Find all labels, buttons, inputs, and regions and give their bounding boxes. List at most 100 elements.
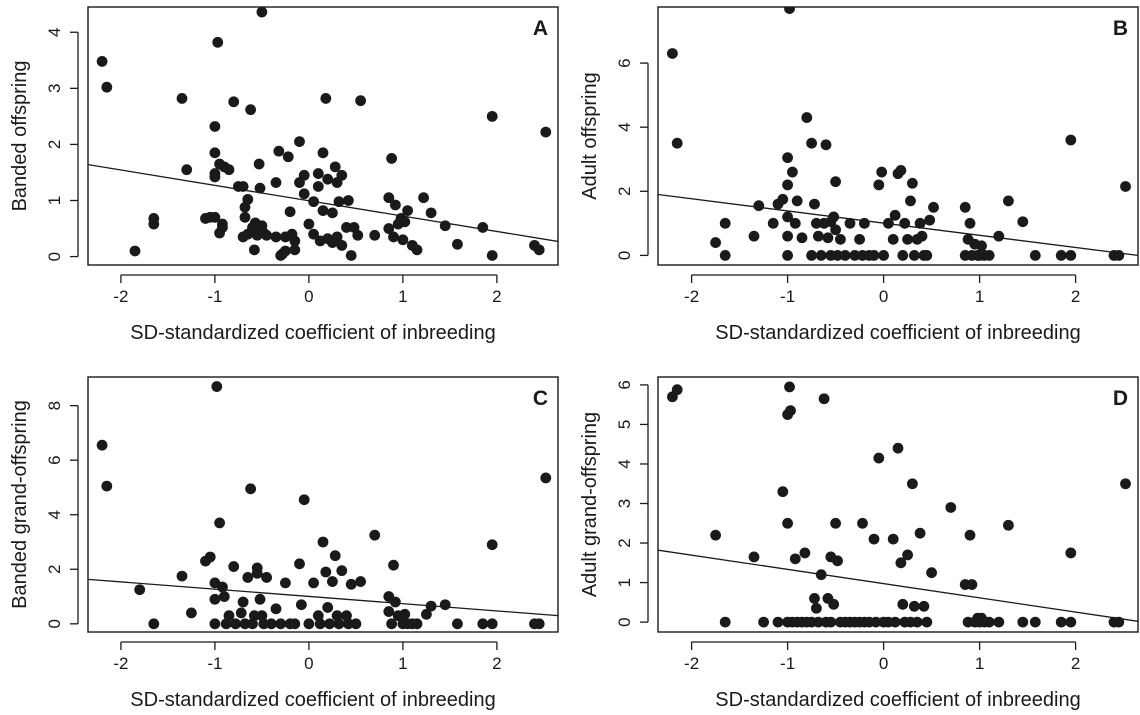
data-point	[214, 517, 226, 529]
data-point	[209, 618, 221, 630]
data-point	[336, 169, 348, 181]
data-point	[849, 249, 861, 261]
data-point	[176, 93, 188, 104]
y-tick-label: 6	[615, 58, 634, 67]
data-point	[914, 527, 926, 539]
data-point	[812, 616, 824, 628]
data-point	[905, 195, 916, 207]
data-point	[1120, 181, 1131, 192]
data-point	[477, 222, 489, 233]
data-point	[235, 607, 247, 619]
data-point	[331, 610, 343, 622]
data-point	[209, 211, 221, 223]
data-point	[887, 233, 899, 245]
data-point	[425, 600, 437, 612]
data-point	[402, 205, 413, 216]
data-point	[217, 222, 228, 233]
data-point	[261, 572, 272, 583]
data-point	[870, 616, 882, 628]
data-point	[921, 616, 933, 628]
data-points	[667, 381, 1131, 628]
data-point	[782, 249, 793, 261]
data-point	[327, 576, 338, 587]
data-point	[204, 551, 216, 563]
data-point	[830, 176, 841, 188]
data-point	[101, 81, 113, 93]
data-point	[270, 231, 282, 243]
data-point	[324, 618, 335, 630]
x-tick-label: 2	[1071, 287, 1080, 306]
x-tick-label: -1	[780, 287, 795, 306]
data-point	[796, 232, 808, 244]
data-point	[333, 618, 345, 630]
data-point	[811, 602, 822, 614]
data-point	[223, 164, 235, 176]
data-point	[818, 393, 830, 405]
y-tick-label: 0	[45, 619, 64, 628]
data-point	[280, 245, 291, 257]
x-axis-title: SD-standardized coefficient of inbreedin…	[715, 322, 1080, 344]
data-point	[854, 233, 865, 245]
data-point	[320, 566, 332, 578]
data-point	[148, 618, 160, 630]
data-point	[1065, 134, 1077, 146]
data-point	[1065, 616, 1077, 628]
data-point	[486, 250, 498, 261]
data-point	[667, 48, 678, 59]
data-point	[758, 616, 769, 628]
data-point	[289, 235, 301, 247]
data-point	[228, 561, 240, 572]
data-point	[298, 188, 310, 200]
data-point	[902, 549, 913, 561]
data-point	[96, 439, 108, 451]
data-point	[275, 618, 287, 630]
data-point	[383, 223, 395, 234]
data-point	[248, 610, 260, 622]
data-point	[331, 231, 343, 243]
data-point	[916, 230, 928, 242]
data-point	[964, 217, 976, 229]
data-point	[892, 442, 904, 454]
data-point	[782, 517, 793, 529]
data-point	[878, 249, 889, 261]
data-point	[209, 593, 221, 605]
data-point	[388, 231, 399, 243]
data-point	[839, 249, 851, 261]
data-point	[791, 195, 803, 207]
data-point	[336, 565, 348, 577]
data-point	[782, 230, 793, 242]
data-point	[298, 169, 310, 181]
data-point	[908, 600, 920, 612]
data-point	[1065, 547, 1077, 559]
data-point	[1055, 616, 1067, 628]
data-point	[835, 233, 846, 245]
y-tick-label: 3	[615, 499, 634, 508]
data-point	[314, 618, 326, 630]
data-point	[710, 237, 721, 248]
data-point	[369, 229, 381, 241]
data-point	[129, 245, 141, 257]
x-tick-label: 2	[492, 654, 501, 673]
data-point	[209, 121, 221, 132]
plot-frame	[657, 6, 1139, 266]
data-point	[245, 483, 257, 495]
data-point	[1113, 616, 1125, 628]
data-point	[256, 610, 268, 622]
data-point	[928, 201, 939, 213]
data-point	[822, 232, 834, 244]
data-point	[242, 193, 254, 205]
data-point	[1065, 249, 1077, 261]
data-point	[265, 618, 277, 630]
data-point	[873, 179, 885, 191]
data-point	[270, 603, 282, 615]
data-point	[217, 581, 228, 593]
panel-label: B	[1113, 17, 1128, 40]
data-point	[911, 616, 923, 628]
data-point	[809, 592, 820, 604]
data-point	[897, 249, 909, 261]
data-point	[383, 192, 395, 204]
data-point	[1120, 478, 1131, 490]
data-point	[801, 112, 813, 123]
y-axis-title: Adult grand-offspring	[579, 412, 601, 597]
data-point	[369, 529, 381, 541]
